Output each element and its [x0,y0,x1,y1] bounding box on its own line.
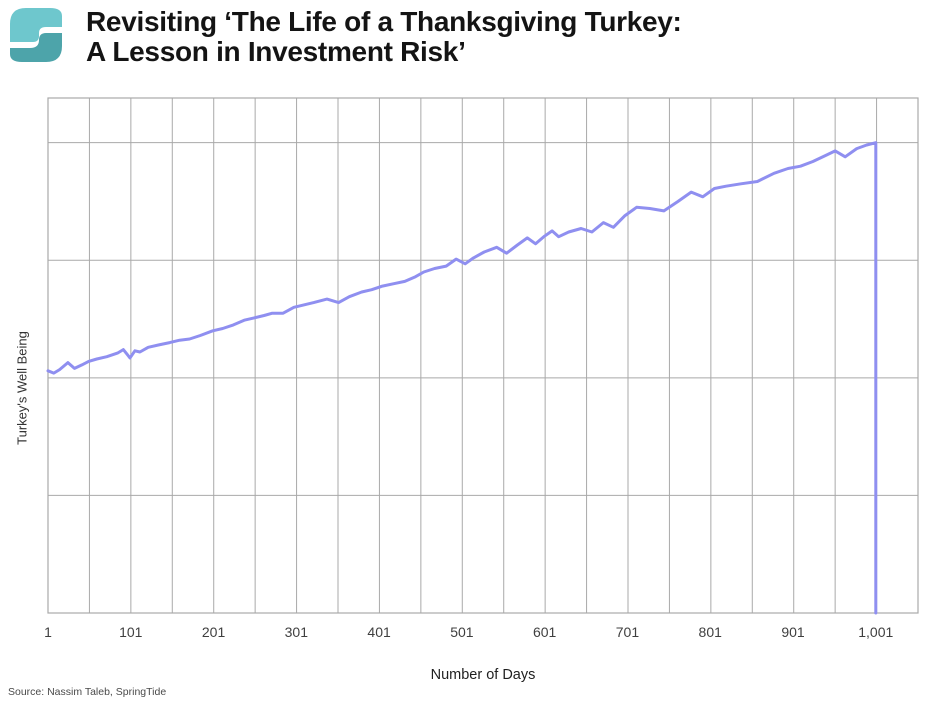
x-tick-label: 301 [285,624,309,640]
x-tick-label: 401 [367,624,391,640]
x-tick-label: 601 [533,624,557,640]
source-note: Source: Nassim Taleb, SpringTide [8,686,167,698]
plot-border [47,97,919,614]
x-tick-label: 1 [44,624,52,640]
x-tick-label: 1,001 [858,624,893,640]
y-axis-label: Turkey's Well Being [14,331,30,445]
x-tick-label: 901 [781,624,805,640]
logo-bottom-shape [10,33,62,62]
page-title-line1: Revisiting ‘The Life of a Thanksgiving T… [86,6,682,37]
x-tick-label: 501 [450,624,474,640]
x-tick-label: 201 [202,624,226,640]
x-tick-label: 101 [119,624,143,640]
springtide-logo [10,8,62,62]
logo-top-shape [10,8,62,42]
x-axis-label: Number of Days [430,667,536,683]
page-title-line2: A Lesson in Investment Risk’ [86,36,466,67]
x-tick-label: 801 [699,624,723,640]
turkey-wellbeing-line [46,141,878,615]
x-tick-label: 701 [616,624,640,640]
line-chart: 1 101 201 301 401 501 601 701 801 901 1,001 [44,97,919,640]
page-title: Revisiting ‘The Life of a Thanksgiving T… [86,7,946,67]
